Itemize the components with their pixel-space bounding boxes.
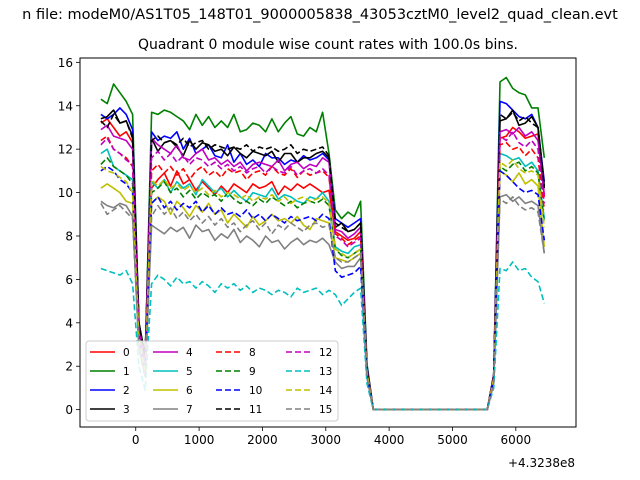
- y-tick-label: 16: [58, 56, 73, 70]
- y-tick-label: 8: [65, 229, 73, 243]
- x-offset-label: +4.3238e8: [508, 456, 575, 470]
- x-tick-label: 0: [132, 433, 140, 447]
- series-layer: [100, 76, 546, 411]
- series-line-12: [100, 131, 546, 411]
- legend-label: 8: [249, 347, 256, 359]
- y-tick-label: 0: [65, 403, 73, 417]
- y-tick-label: 6: [65, 273, 73, 287]
- plot-frame: [79, 57, 577, 428]
- x-tick-label: 6000: [501, 433, 532, 447]
- figure-suptitle: n file: modeM0/AS1T05_148T01_9000005838_…: [22, 7, 618, 23]
- legend-label: 13: [319, 366, 332, 378]
- y-tick-label: 2: [65, 360, 73, 374]
- series-line-14: [100, 159, 546, 411]
- legend-label: 4: [186, 347, 193, 359]
- legend-label: 10: [249, 385, 262, 397]
- x-tick-label: 2000: [247, 433, 278, 447]
- chart-title: Quadrant 0 module wise count rates with …: [138, 37, 518, 53]
- legend-label: 2: [123, 385, 130, 397]
- legend-label: 0: [123, 347, 130, 359]
- legend-label: 1: [123, 366, 130, 378]
- legend-box: [85, 340, 339, 422]
- y-tick-label: 14: [58, 99, 73, 113]
- y-tick-label: 10: [58, 186, 73, 200]
- legend-label: 9: [249, 366, 256, 378]
- legend-label: 15: [319, 404, 332, 416]
- legend-label: 11: [249, 404, 262, 416]
- series-line-11: [100, 111, 546, 411]
- x-tick-label: 4000: [374, 433, 405, 447]
- legend-label: 12: [319, 347, 332, 359]
- y-tick-label: 12: [58, 143, 73, 157]
- x-tick-label: 1000: [184, 433, 215, 447]
- legend-label: 3: [123, 404, 130, 416]
- series-line-15: [100, 196, 546, 411]
- x-tick-label: 5000: [437, 433, 468, 447]
- legend-label: 5: [186, 366, 193, 378]
- legend-label: 7: [186, 404, 193, 416]
- legend-label: 14: [319, 385, 333, 397]
- y-tick-label: 4: [65, 316, 73, 330]
- legend-label: 6: [186, 385, 193, 397]
- x-tick-label: 3000: [311, 433, 342, 447]
